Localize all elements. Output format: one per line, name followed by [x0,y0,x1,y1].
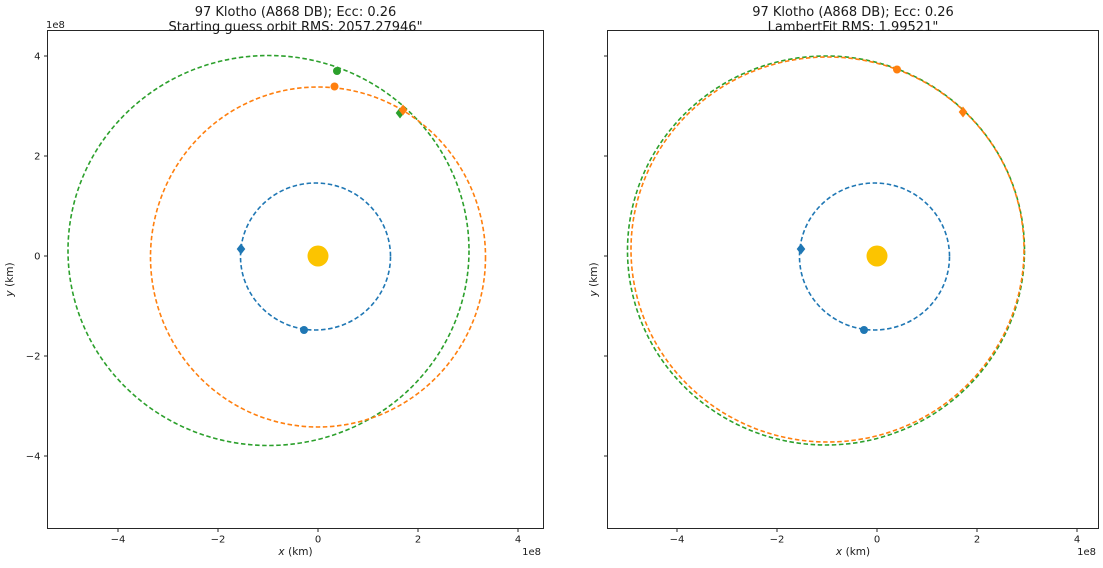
x-tick-label: −2 [770,535,785,546]
right-y-axis-label-unit: (km) [588,262,600,287]
left-y-axis-label-var: y [4,290,16,298]
left-y-axis-offset-label: 1e8 [46,20,65,31]
right-x-axis-label-var: x [835,546,843,558]
right-x-axis-label: x (km) [835,546,870,558]
x-tick-label: 4 [1074,535,1080,546]
right-plot-title-line1: 97 Klotho (A868 DB); Ecc: 0.26 [752,5,954,20]
right-x-axis-label-unit: (km) [846,546,871,558]
axes-frame [607,30,1099,529]
y-tick-label: 2 [34,152,40,163]
earth-obs1-diamond-marker [236,243,246,255]
x-tick-label: 2 [974,535,980,546]
left-x-axis-offset-label: 1e8 [522,547,541,558]
left-y-axis-label: y (km) [4,262,16,297]
x-tick-label: −2 [211,535,226,546]
earth-obs1-diamond-marker [796,243,806,255]
right-y-axis-label-var: y [588,290,600,298]
lambertfit-orbit [630,56,1025,443]
y-tick-label: 0 [34,252,40,263]
lambertfit-orbit-dot-marker [893,65,901,74]
x-tick-label: −4 [670,535,685,546]
sun-marker [866,245,888,267]
left-plot-title-line1: 97 Klotho (A868 DB); Ecc: 0.26 [195,5,397,20]
sun-marker [307,245,329,267]
right-plot-lambertfit: −4 −2 0 2 4 [604,30,1099,546]
true-orbit [67,54,470,447]
y-tick-label: −2 [26,352,41,363]
earth-obs2-dot-marker [860,326,868,334]
left-y-axis-label-unit: (km) [4,262,16,287]
guess-orbit [149,86,487,428]
x-tick-label: 0 [874,535,880,546]
left-x-axis-label-unit: (km) [288,546,313,558]
right-plot-title-line2: LambertFit RMS: 1.99521" [768,20,939,35]
left-plot-starting-guess: −4 −2 0 2 4 −4 −2 0 2 4 [26,30,544,546]
axes-frame [47,30,544,529]
earth-obs2-dot-marker [300,326,308,334]
left-plot-title-line2: Starting guess orbit RMS: 2057.27946" [168,20,422,35]
lambertfit-orbit-diamond-marker [958,106,968,118]
x-tick-label: 4 [515,535,521,546]
guess-orbit-dot-marker [330,82,339,91]
guess-orbit-diamond-marker [398,104,408,116]
left-x-axis-label-var: x [277,546,285,558]
right-y-axis-label: y (km) [588,262,600,297]
x-tick-label: 0 [315,535,321,546]
earth-orbit [239,182,392,331]
left-x-axis-label: x (km) [277,546,312,558]
y-tick-label: 4 [34,52,40,63]
y-tick-label: −4 [26,452,41,463]
earth-orbit [798,182,951,331]
x-tick-label: 2 [415,535,421,546]
right-x-axis-offset-label: 1e8 [1077,547,1096,558]
true-orbit-dot-marker [333,67,341,75]
x-tick-label: −4 [111,535,126,546]
